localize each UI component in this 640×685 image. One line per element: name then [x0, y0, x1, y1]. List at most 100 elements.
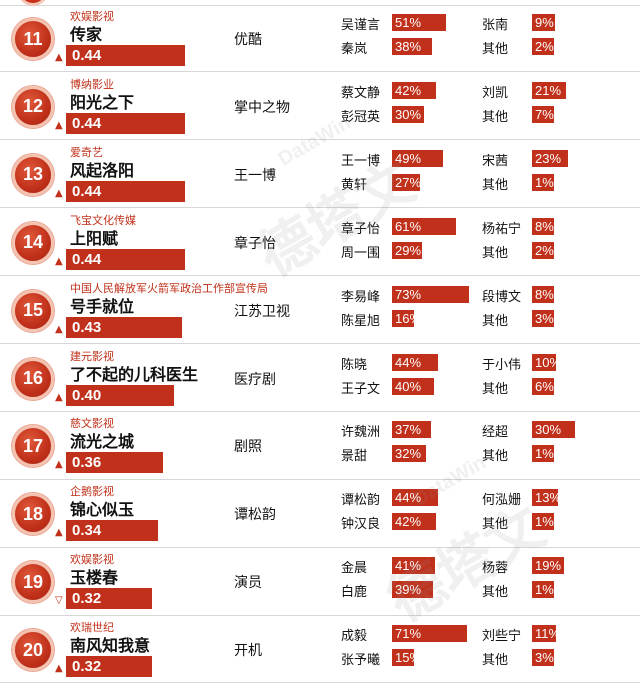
actor-name: 其他	[482, 42, 509, 57]
actor-share-bar: 44%	[392, 489, 438, 507]
actor-name: 王子文	[341, 381, 381, 397]
actor-name: 许魏洲	[341, 425, 381, 441]
actor-share-value: 71%	[395, 626, 422, 642]
actor-name: 其他	[482, 177, 509, 193]
rank-badge: 17	[12, 425, 54, 468]
actor-share-bar: 8%	[532, 285, 554, 303]
rank-number: 12	[22, 96, 44, 117]
producer-name: 中国人民解放军火箭军政治工作部宣传局	[70, 281, 268, 295]
actor-share-value: 13%	[535, 490, 562, 506]
actor-share-value: 3%	[535, 650, 554, 666]
show-title: 流光之城	[70, 432, 135, 452]
actor-share-bar: 38%	[392, 38, 432, 55]
actor-share-value: 6%	[535, 378, 554, 394]
actor-share-bar: 27%	[392, 173, 421, 191]
actor-name: 刘些宁	[482, 629, 522, 645]
actor-share-value: 1%	[535, 174, 554, 190]
actor-share-bar: 49%	[392, 149, 443, 167]
actor-share-bar: 71%	[392, 625, 467, 643]
actor-name: 蔡文静	[341, 85, 381, 101]
producer-name: 博纳影业	[70, 77, 114, 91]
actor-name: 段博文	[482, 289, 522, 305]
actor-share-value: 29%	[395, 242, 422, 258]
platform-label: 江苏卫视	[234, 303, 290, 320]
actor-share-value: 42%	[395, 514, 422, 530]
actor-share-value: 23%	[535, 150, 562, 166]
trend-up-icon: ▲	[55, 255, 63, 267]
actor-name: 秦岚	[341, 42, 368, 57]
rank-badge: 18	[12, 493, 54, 536]
actor-share-value: 44%	[395, 490, 422, 506]
actor-share-bar: 7%	[532, 105, 554, 123]
score-bar: 0.32	[66, 588, 152, 610]
ranking-row: 17 慈文影视 流光之城 ▲ 0.36 剧照 许魏洲 37% 景甜 32% 经超…	[0, 413, 640, 480]
producer-name: 爱奇艺	[70, 145, 103, 159]
actor-name: 于小伟	[482, 357, 522, 373]
score-bar: 0.34	[66, 520, 158, 542]
actor-name: 其他	[482, 381, 509, 397]
rank-badge: 11	[12, 18, 54, 60]
platform-label: 王一博	[234, 167, 276, 184]
actor-share-value: 9%	[535, 15, 554, 30]
actor-share-value: 3%	[535, 310, 554, 326]
rank-badge: 15	[12, 289, 54, 332]
actor-share-value: 7%	[535, 106, 554, 122]
platform-label: 掌中之物	[234, 99, 290, 116]
trend-up-icon: ▲	[55, 119, 63, 131]
actor-name: 其他	[482, 653, 509, 669]
trend-up-icon: ▲	[55, 391, 63, 403]
actor-share-value: 30%	[535, 422, 562, 438]
actor-share-bar: 51%	[392, 14, 446, 31]
actor-share-bar: 40%	[392, 377, 434, 395]
actor-name: 其他	[482, 517, 509, 533]
score-bar: 0.44	[66, 248, 185, 270]
producer-name: 建元影视	[70, 349, 114, 363]
actor-share-bar: 61%	[392, 217, 456, 235]
actor-share-bar: 1%	[532, 445, 554, 463]
actor-name: 黄轩	[341, 177, 368, 193]
actor-share-bar: 37%	[392, 421, 431, 439]
actor-share-value: 2%	[535, 242, 554, 258]
producer-name: 欢娱影视	[70, 553, 114, 567]
actor-name: 吴谨言	[341, 18, 381, 33]
actor-share-value: 61%	[395, 218, 422, 234]
actor-share-value: 49%	[395, 150, 422, 166]
show-title: 锦心似玉	[70, 500, 135, 520]
actor-name: 金晨	[341, 561, 368, 577]
producer-name: 欢瑞世纪	[70, 621, 114, 635]
actor-name: 彭冠英	[341, 109, 381, 125]
actor-name: 其他	[482, 245, 509, 261]
rank-badge: 19	[12, 561, 54, 604]
actor-share-bar: 9%	[532, 14, 555, 31]
actor-share-bar: 11%	[532, 625, 560, 643]
actor-share-value: 11%	[535, 626, 561, 642]
score-value: 0.44	[72, 47, 102, 64]
actor-name: 其他	[482, 313, 509, 329]
actor-share-value: 51%	[395, 15, 422, 30]
actor-share-value: 73%	[395, 286, 422, 302]
actor-name: 钟汉良	[341, 517, 381, 533]
rank-number: 19	[22, 571, 44, 592]
trend-up-icon: ▲	[55, 663, 63, 675]
show-title: 南风知我意	[70, 636, 151, 656]
actor-name: 何泓姗	[482, 493, 522, 509]
actor-share-value: 1%	[535, 582, 554, 598]
actor-name: 其他	[482, 585, 509, 601]
actor-name: 其他	[482, 109, 509, 125]
actor-name: 白鹿	[341, 585, 368, 601]
score-value: 0.32	[72, 590, 102, 608]
actor-name: 宋茜	[482, 153, 509, 169]
score-value: 0.43	[72, 318, 102, 336]
actor-share-value: 30%	[395, 106, 422, 122]
actor-share-value: 21%	[535, 82, 562, 98]
score-bar: 0.43	[66, 316, 182, 338]
ranking-row: 18 企鹅影视 锦心似玉 ▲ 0.34 谭松韵 谭松韵 44% 钟汉良 42% …	[0, 481, 640, 548]
actor-share-bar: 1%	[532, 581, 554, 599]
platform-label: 谭松韵	[234, 507, 276, 524]
actor-name: 李易峰	[341, 289, 381, 305]
producer-name: 慈文影视	[70, 417, 114, 431]
actor-share-bar: 1%	[532, 173, 554, 191]
platform-label: 优酷	[234, 32, 262, 48]
score-bar: 0.44	[66, 45, 185, 66]
